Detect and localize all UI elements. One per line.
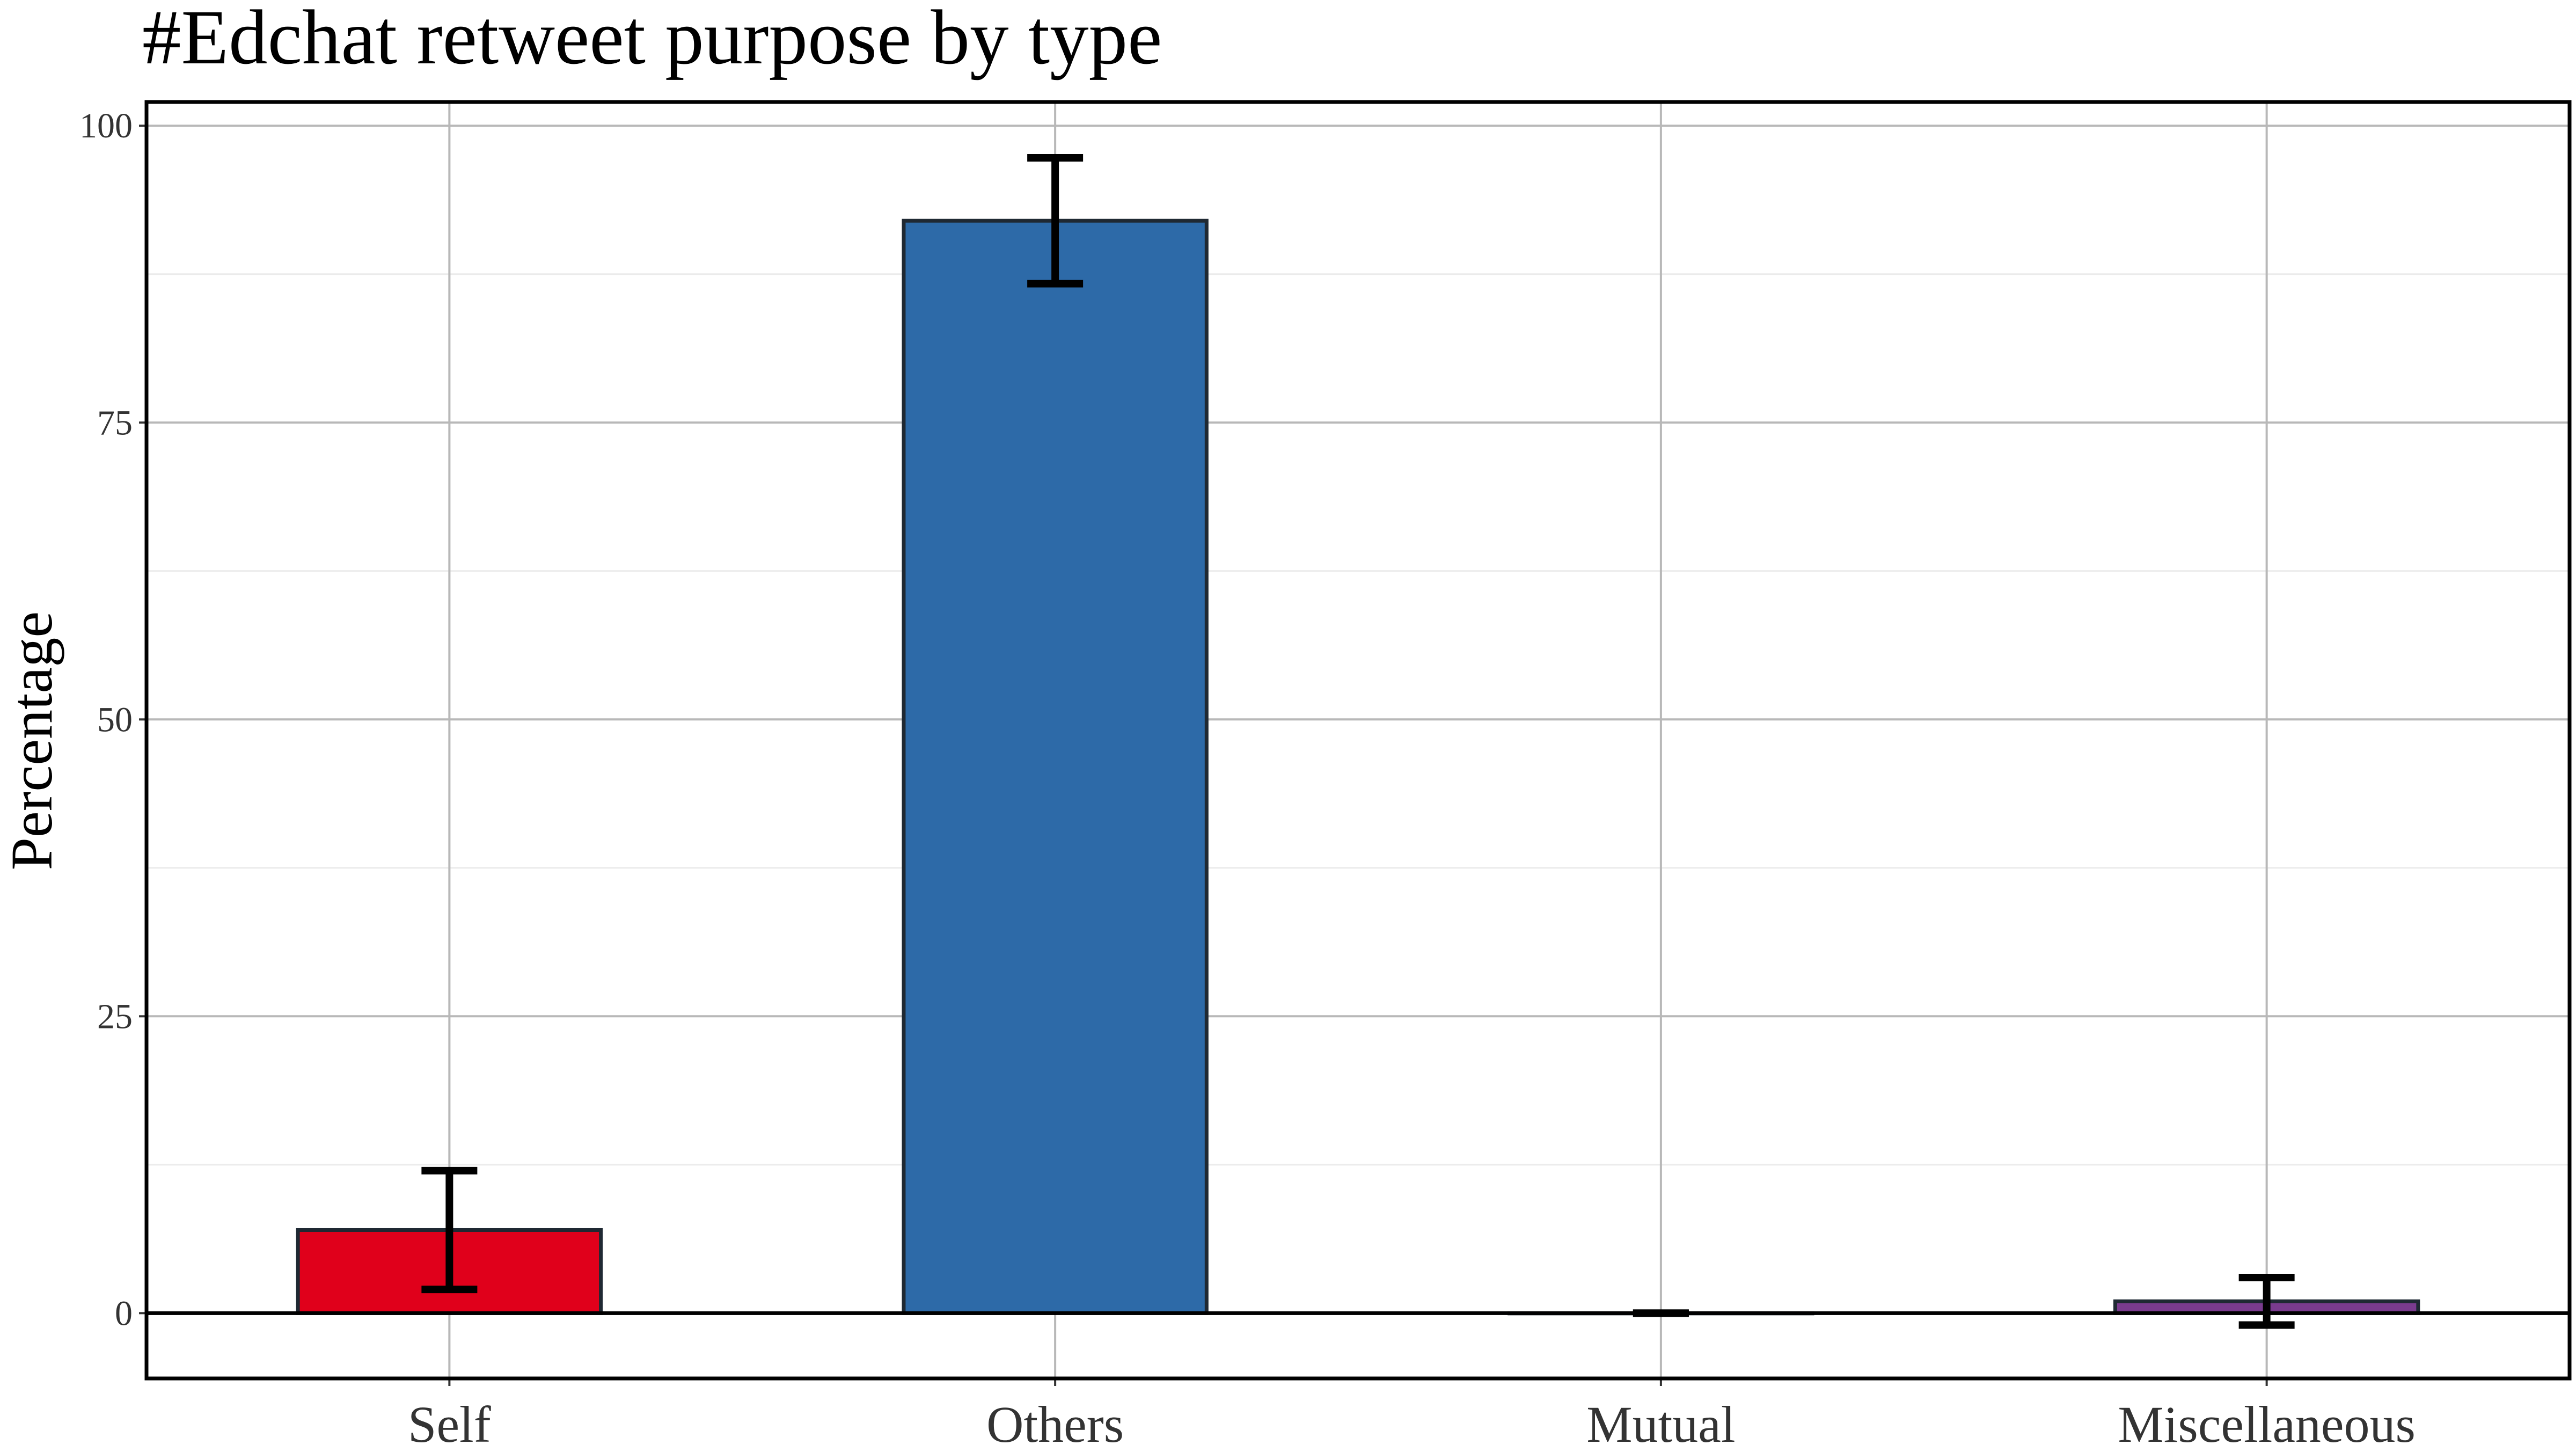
plot-area: 0 25 50 75 100 Self Others Mutual Miscellaneous bbox=[79, 100, 2572, 1452]
y-axis-label: Percentage bbox=[0, 611, 64, 871]
y-tick-label: 0 bbox=[115, 1294, 133, 1333]
x-tick-label: Self bbox=[408, 1396, 491, 1449]
chart-title: #Edchat retweet purpose by type bbox=[142, 0, 1162, 81]
y-tick-label: 100 bbox=[79, 106, 133, 145]
bar bbox=[902, 218, 1209, 1315]
panel-border bbox=[144, 100, 2572, 1381]
y-tick-label: 25 bbox=[97, 997, 133, 1036]
x-tick-label: Mutual bbox=[1586, 1396, 1735, 1449]
y-tick-label: 50 bbox=[97, 700, 133, 739]
x-tick-label: Miscellaneous bbox=[2118, 1396, 2416, 1449]
x-tick-label: Others bbox=[986, 1396, 1124, 1449]
y-tick-label: 75 bbox=[97, 403, 133, 442]
